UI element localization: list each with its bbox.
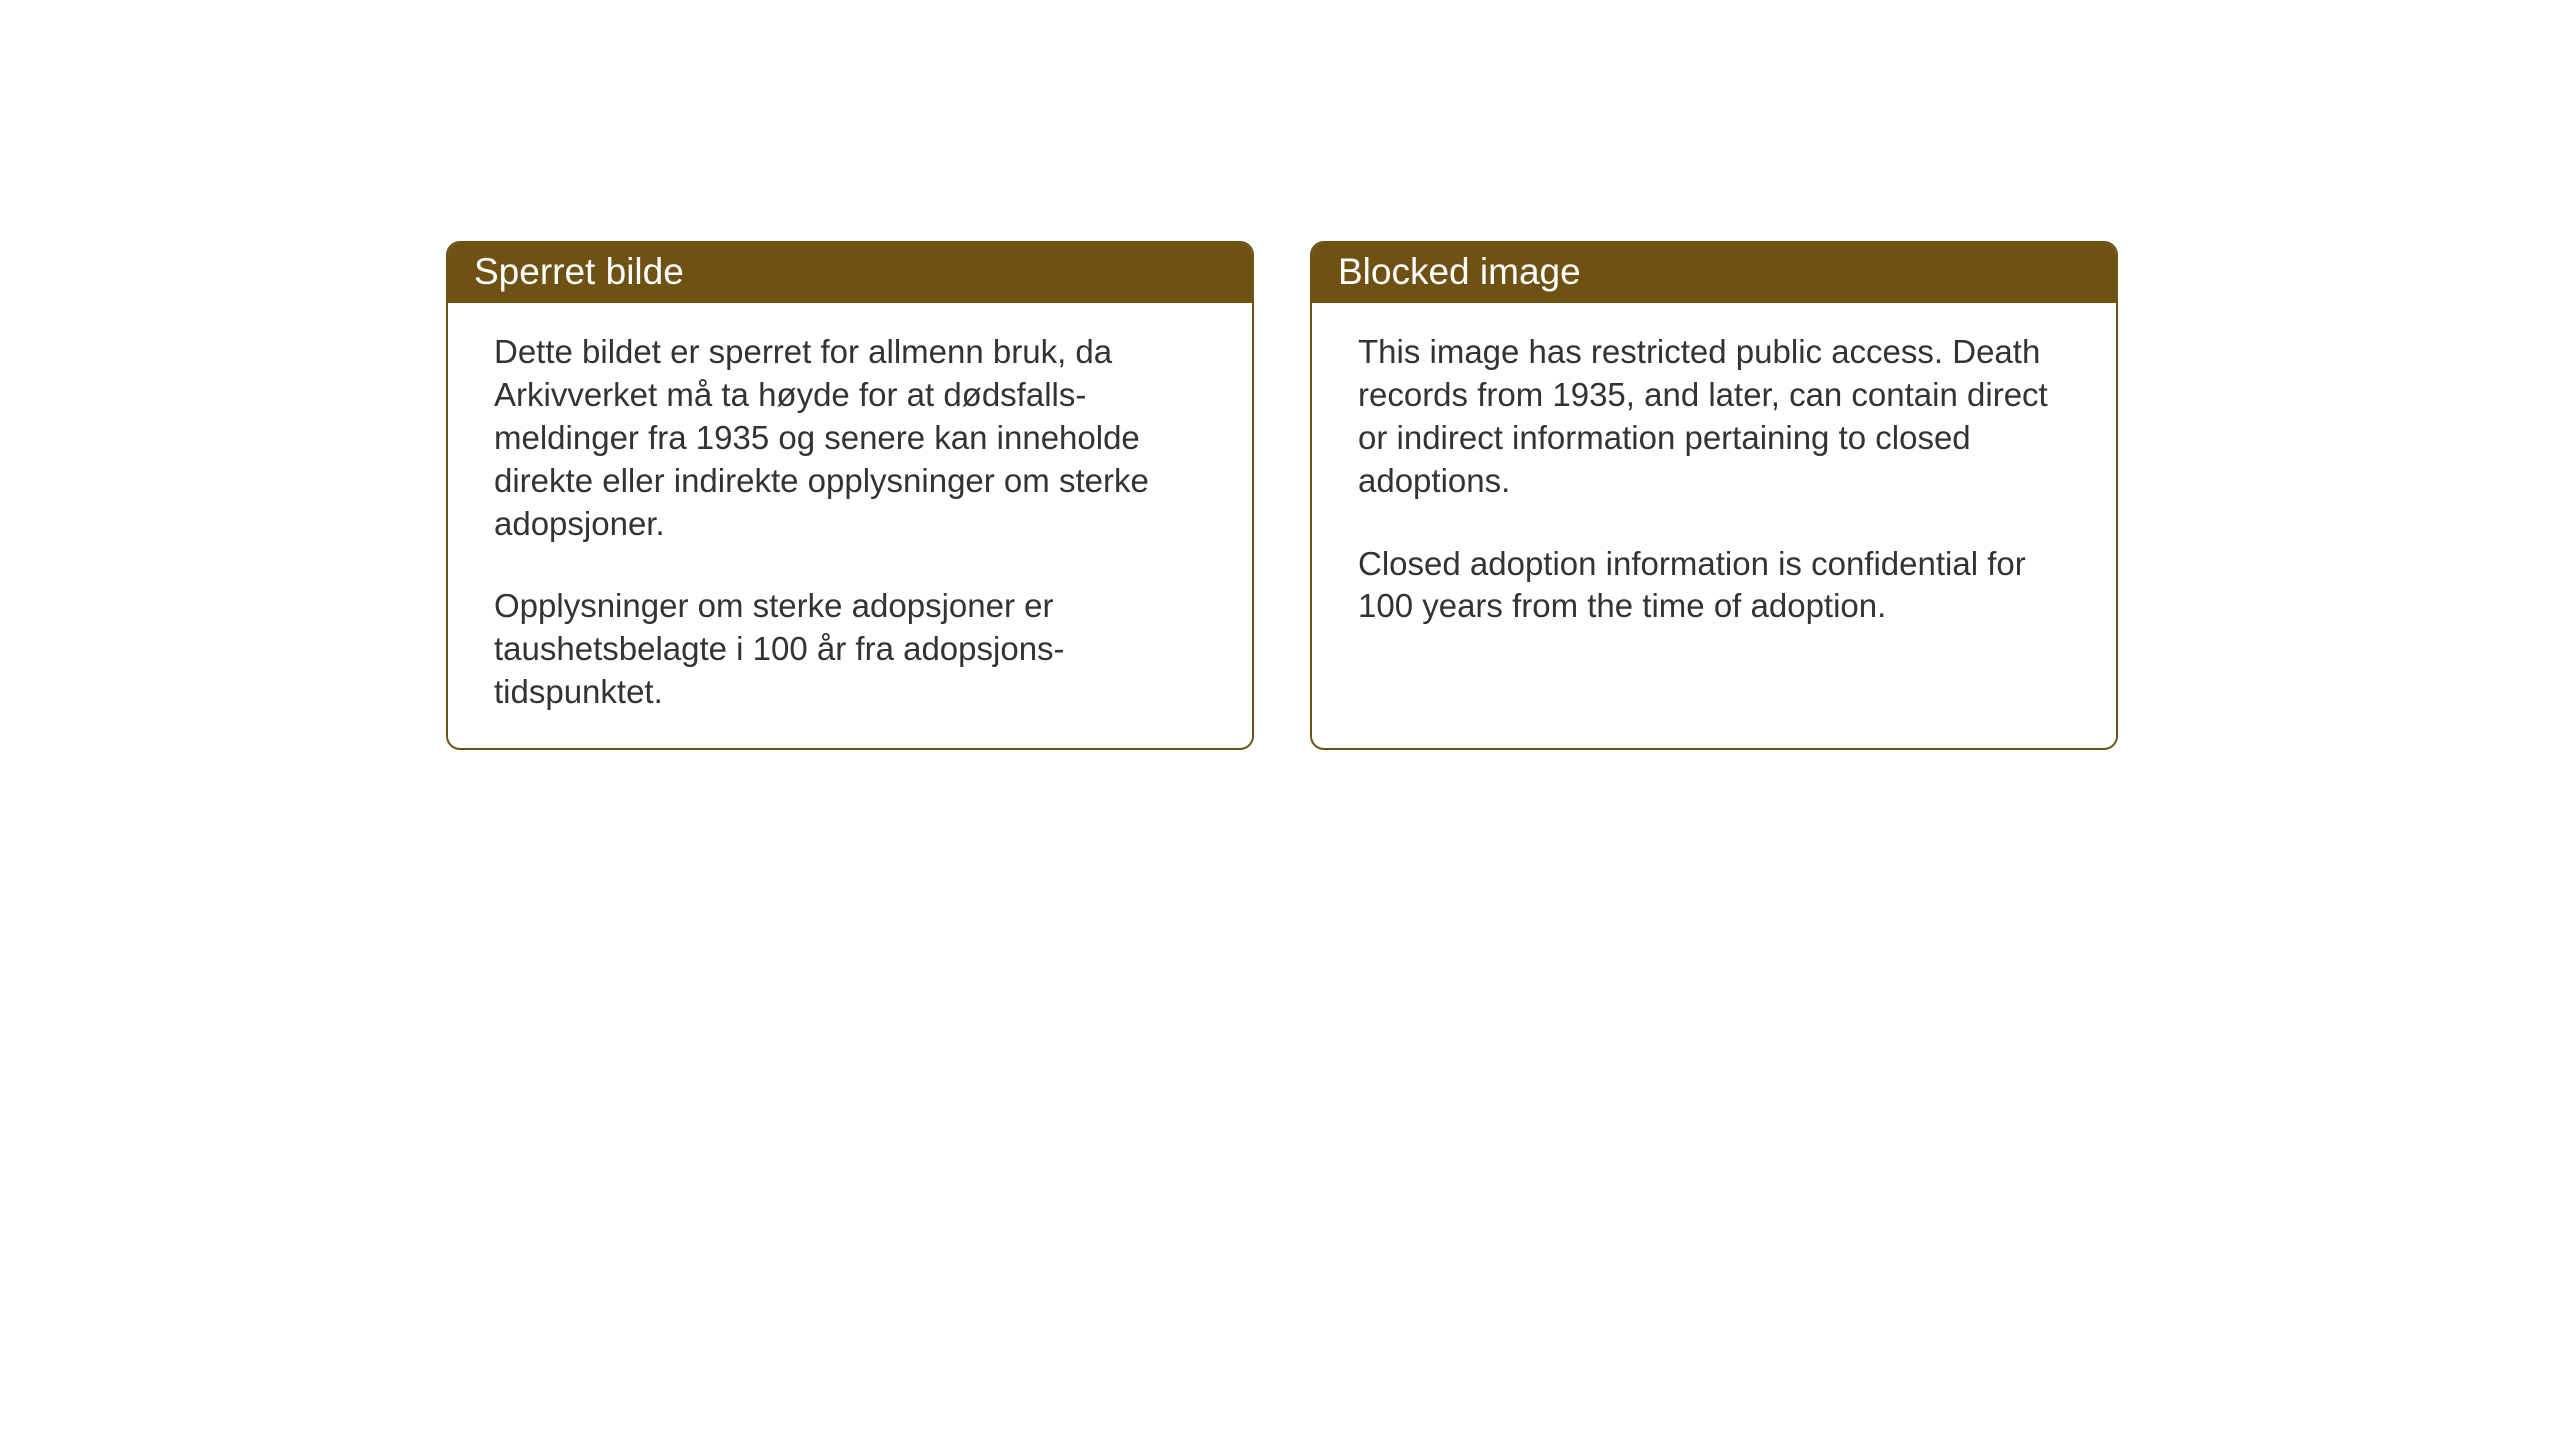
card-body-english: This image has restricted public access.… (1312, 303, 2116, 662)
paragraph-text: This image has restricted public access.… (1358, 331, 2070, 503)
paragraph-text: Dette bildet er sperret for allmenn bruk… (494, 331, 1206, 545)
card-header-english: Blocked image (1312, 243, 2116, 303)
notice-card-english: Blocked image This image has restricted … (1310, 241, 2118, 750)
paragraph-text: Opplysninger om sterke adopsjoner er tau… (494, 585, 1206, 714)
card-title: Blocked image (1338, 251, 1581, 292)
card-title: Sperret bilde (474, 251, 684, 292)
notice-card-norwegian: Sperret bilde Dette bildet er sperret fo… (446, 241, 1254, 750)
paragraph-text: Closed adoption information is confident… (1358, 543, 2070, 629)
card-body-norwegian: Dette bildet er sperret for allmenn bruk… (448, 303, 1252, 748)
notice-container: Sperret bilde Dette bildet er sperret fo… (446, 241, 2118, 750)
card-header-norwegian: Sperret bilde (448, 243, 1252, 303)
